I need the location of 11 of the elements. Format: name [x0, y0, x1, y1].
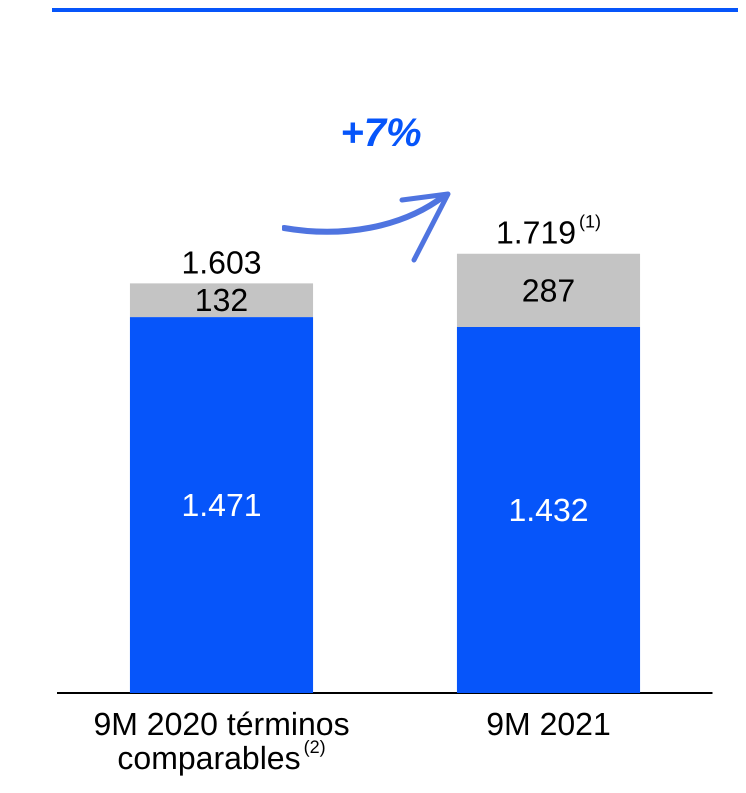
text: +7%	[340, 111, 422, 155]
data-label: 132	[194, 282, 248, 318]
bar	[130, 283, 314, 318]
bar	[456, 327, 640, 693]
data-label: 1.432	[508, 492, 589, 528]
data-label: 1.471	[181, 487, 262, 524]
bar	[130, 317, 314, 693]
total-label: 1.603	[181, 244, 262, 280]
bar	[456, 254, 640, 328]
x-tick-label: 9M 2021	[486, 706, 611, 742]
data-label: 287	[522, 272, 576, 308]
